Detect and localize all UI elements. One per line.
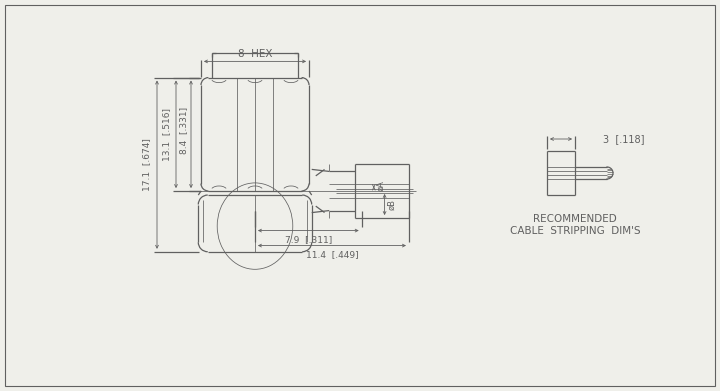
Text: 3  [.118]: 3 [.118] xyxy=(603,134,644,144)
Text: RECOMMENDED: RECOMMENDED xyxy=(533,214,617,224)
Text: 11.4  [.449]: 11.4 [.449] xyxy=(305,250,359,259)
Text: CABLE  STRIPPING  DIM'S: CABLE STRIPPING DIM'S xyxy=(510,226,640,236)
Text: 7.9  [.311]: 7.9 [.311] xyxy=(284,235,332,244)
Text: 8  HEX: 8 HEX xyxy=(238,49,272,59)
Text: 8.4  [.331]: 8.4 [.331] xyxy=(179,107,189,154)
Text: øA: øA xyxy=(377,181,386,191)
Text: 17.1  [.674]: 17.1 [.674] xyxy=(143,138,151,191)
Text: 13.1  [.516]: 13.1 [.516] xyxy=(163,108,171,161)
Text: øB: øB xyxy=(387,199,397,210)
